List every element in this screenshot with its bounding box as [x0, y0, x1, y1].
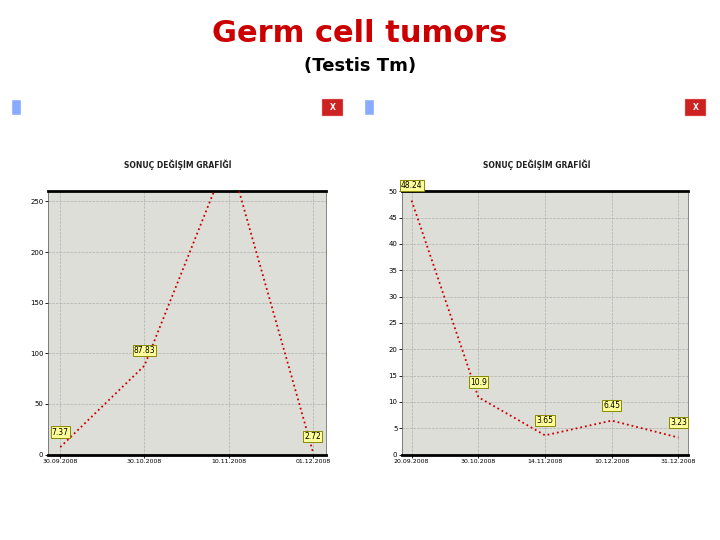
Text: Germ cell tumors: Germ cell tumors — [212, 19, 508, 48]
Text: 3.65: 3.65 — [536, 416, 554, 425]
Bar — [12, 100, 21, 114]
Text: Test Değişimi İstatistiği Hasta :              TestAdi: AFP: Test Değişimi İstatistiği Hasta : TestAd… — [377, 104, 588, 111]
Text: 2.72: 2.72 — [305, 433, 321, 441]
Text: (Testis Tm): (Testis Tm) — [304, 57, 416, 75]
Text: 296.3: 296.3 — [0, 539, 1, 540]
Text: SONUÇ DEĞİŞİM GRAFİĞİ: SONUÇ DEĞİŞİM GRAFİĞİ — [482, 160, 590, 171]
Bar — [322, 99, 343, 116]
Text: 7.37: 7.37 — [52, 428, 68, 436]
Text: Test Değişimi İstatistiği Hasta :              TestAdi: Beta-HCG: Test Değişimi İstatistiği Hasta : TestAd… — [24, 104, 256, 111]
Text: 10.9: 10.9 — [470, 377, 487, 387]
Text: X: X — [330, 103, 336, 112]
Text: 3.23: 3.23 — [670, 418, 687, 427]
Text: X: X — [693, 103, 698, 112]
Text: 6.45: 6.45 — [603, 401, 620, 410]
Text: 48.24: 48.24 — [401, 181, 423, 190]
Bar — [685, 99, 706, 116]
Text: 87.83: 87.83 — [134, 346, 156, 355]
Text: SONUÇ DEĞİŞİM GRAFİĞİ: SONUÇ DEĞİŞİM GRAFİĞİ — [125, 160, 232, 171]
Bar — [365, 100, 374, 114]
